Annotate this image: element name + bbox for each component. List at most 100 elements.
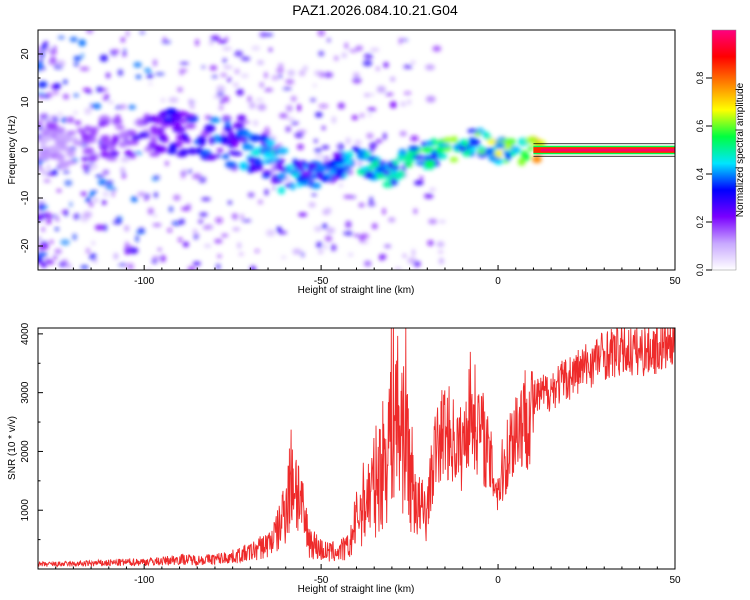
spectrogram-noise-cell — [151, 258, 158, 264]
spectrogram-noise-cell — [265, 229, 276, 237]
spectrogram-noise-cell — [398, 37, 402, 45]
spectrogram-noise-cell — [363, 53, 374, 60]
spectrogram-noise-cell — [265, 126, 269, 132]
spectrogram-noise-cell — [428, 218, 438, 225]
spectrogram-signal-cell — [213, 134, 221, 143]
spectrogram-noise-cell — [73, 61, 79, 67]
spectrogram-noise-cell — [312, 83, 317, 88]
spectrogram-signal-cell — [179, 118, 187, 124]
spectrogram-noise-cell — [52, 255, 58, 259]
spectrogram-noise-cell — [311, 193, 317, 197]
spectrogram-noise-cell — [113, 252, 119, 260]
spectrogram-noise-cell — [223, 95, 230, 103]
spectrogram-noise-cell — [367, 202, 376, 207]
spectrogram-noise-cell — [157, 138, 167, 142]
spectrogram-signal-cell — [98, 123, 104, 128]
spectrogram-noise-cell — [133, 61, 142, 68]
spectrogram-noise-cell — [436, 241, 445, 248]
spectrogram-signal-cell — [154, 145, 167, 154]
spectrogram-noise-cell — [63, 79, 68, 85]
spectrogram-signal-cell — [468, 137, 478, 143]
colorbar — [712, 30, 736, 270]
spectrogram-noise-cell — [351, 115, 359, 121]
spectrogram-noise-cell — [366, 132, 374, 139]
spectrogram-noise-cell — [290, 95, 297, 102]
spectrogram-noise-cell — [112, 220, 123, 225]
spectrogram-signal-cell — [131, 139, 139, 146]
spectrogram-noise-cell — [403, 64, 413, 69]
spectrogram-signal-cell — [150, 125, 158, 133]
spectrogram-noise-cell — [139, 31, 145, 34]
spectrogram-signal-cell — [162, 117, 175, 124]
spectrogram-noise-cell — [38, 134, 41, 138]
spectrogram-noise-cell — [198, 176, 207, 184]
spectrogram-noise-cell — [285, 78, 295, 85]
spectrogram-noise-cell — [241, 219, 252, 222]
spectrogram-noise-cell — [161, 40, 171, 44]
spectrogram-noise-cell — [279, 113, 288, 119]
spectrogram-noise-cell — [276, 226, 282, 232]
spectrogram-noise-cell — [60, 239, 70, 246]
spectrogram-signal-cell — [261, 173, 271, 179]
spectrogram-signal-cell — [230, 139, 239, 148]
spectrogram-noise-cell — [348, 49, 358, 53]
spectrogram-signal-cell — [238, 161, 249, 171]
spectrogram-noise-cell — [49, 240, 54, 244]
spectrogram-signal-cell — [209, 117, 221, 123]
spectrogram-noise-cell — [187, 169, 193, 173]
spectrogram-noise-cell — [425, 64, 435, 71]
spectrogram-noise-cell — [168, 97, 179, 103]
spectrogram-noise-cell — [55, 82, 62, 89]
spectrogram-signal-cell — [333, 157, 345, 165]
spectrogram-noise-cell — [352, 77, 362, 84]
spectrogram-noise-cell — [204, 244, 212, 248]
spectrogram-noise-cell — [249, 265, 257, 270]
spectrogram-signal-cell — [138, 131, 150, 139]
spectrogram-noise-cell — [201, 197, 211, 201]
spectrogram-noise-cell — [345, 137, 351, 145]
spectrogram-signal-cell — [424, 159, 436, 168]
colorbar-tick-label: 0.0 — [695, 264, 705, 277]
spectrogram-signal-cell — [321, 176, 330, 183]
spectrogram-signal-cell — [115, 125, 125, 130]
spectrogram-noise-cell — [240, 73, 249, 79]
spectrogram-noise-cell — [240, 213, 245, 220]
spectrogram-noise-cell — [38, 94, 44, 99]
spectrogram-noise-cell — [384, 92, 394, 96]
spectrogram-noise-cell — [317, 30, 325, 36]
spectrogram-signal-cell — [216, 154, 222, 158]
spectrogram-noise-cell — [264, 71, 268, 79]
spectrogram-signal-cell — [333, 152, 343, 159]
spectrogram-noise-cell — [46, 164, 50, 172]
spectrogram-noise-cell — [102, 95, 106, 102]
spectrogram-noise-cell — [88, 162, 98, 170]
spectrogram-noise-cell — [41, 227, 45, 232]
spectrogram-noise-cell — [264, 33, 274, 37]
spectrogram-noise-cell — [390, 76, 396, 82]
spectrogram-noise-cell — [324, 235, 333, 242]
spectrogram-noise-cell — [38, 204, 44, 211]
spectrogram-noise-cell — [153, 214, 157, 218]
spectrogram-noise-cell — [394, 267, 402, 270]
spectrogram-noise-cell — [236, 88, 244, 96]
spectrogram-signal-cell — [241, 132, 253, 137]
spectrogram-noise-cell — [38, 238, 43, 241]
spectrogram-noise-cell — [327, 38, 331, 42]
spectrogram-signal-cell — [198, 139, 206, 147]
spectrogram-noise-cell — [52, 90, 59, 95]
spectrogram-noise-cell — [97, 179, 107, 186]
spectrogram-noise-cell — [209, 65, 218, 71]
spectrogram-noise-cell — [247, 95, 252, 103]
spectrogram-noise-cell — [198, 219, 204, 224]
spectrogram-noise-cell — [218, 39, 227, 44]
spectrogram-noise-cell — [439, 220, 446, 223]
spectrogram-signal-cell — [437, 143, 451, 148]
spectrogram-noise-cell — [286, 117, 295, 121]
snr-x-tick-label: -100 — [134, 575, 154, 586]
spectrogram-noise-cell — [255, 249, 260, 253]
spectrogram-noise-cell — [388, 217, 396, 223]
spectrogram-signal-cell — [254, 157, 262, 167]
spectrogram-noise-cell — [236, 114, 247, 122]
spectrogram-noise-cell — [257, 199, 263, 205]
spectrogram-noise-cell — [335, 143, 342, 149]
